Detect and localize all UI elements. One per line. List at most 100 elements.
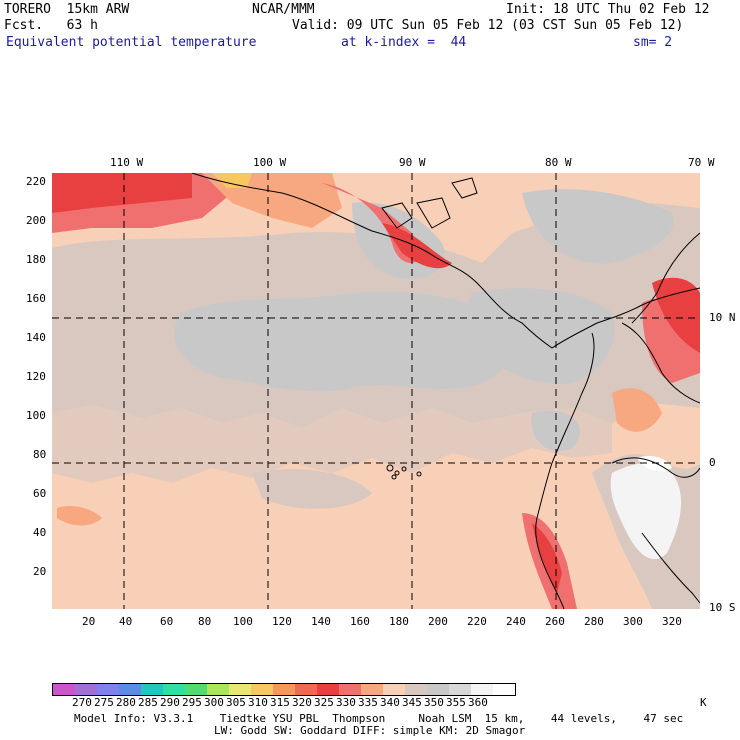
colorbar-swatch	[53, 684, 75, 695]
grid-x-240: 240	[506, 615, 526, 628]
grid-y-20: 20	[33, 565, 47, 578]
colorbar-swatch	[229, 684, 251, 695]
colorbar-label: 350	[424, 696, 444, 709]
colorbar-label: 345	[402, 696, 422, 709]
field-350-patch-sw	[252, 469, 372, 509]
grid-x-20: 20	[82, 615, 96, 628]
grid-x-200: 200	[428, 615, 448, 628]
colorbar-label: 305	[226, 696, 246, 709]
grid-y-80: 80	[33, 448, 47, 461]
colorbar-swatch	[207, 684, 229, 695]
level-label: at k-index = 44	[341, 35, 467, 50]
colorbar-swatch	[251, 684, 273, 695]
grid-y-160: 160	[26, 292, 46, 305]
colorbar-swatch	[493, 684, 515, 695]
grid-x-280: 280	[584, 615, 604, 628]
grid-y-40: 40	[33, 526, 47, 539]
colorbar-swatch	[471, 684, 493, 695]
colorbar-label: 330	[336, 696, 356, 709]
smoothing-label: sm= 2	[633, 35, 673, 50]
field-name: Equivalent potential temperature	[6, 35, 257, 50]
grid-x-100: 100	[233, 615, 253, 628]
colorbar-label: 310	[248, 696, 268, 709]
colorbar-swatch	[185, 684, 207, 695]
colorbar-label: 355	[446, 696, 466, 709]
colorbar-label: 320	[292, 696, 312, 709]
colorbar-swatch	[449, 684, 471, 695]
model-info: Model Info: V3.3.1 Tiedtke YSU PBL Thomp…	[74, 712, 684, 725]
grid-x-260: 260	[545, 615, 565, 628]
physics-info: LW: Godd SW: Goddard DIFF: simple KM: 2D…	[214, 724, 526, 737]
grid-x-40: 40	[119, 615, 133, 628]
galapagos-islands	[386, 464, 422, 480]
colorbar-swatch	[273, 684, 295, 695]
field-330-peru-coast	[532, 523, 562, 593]
grid-y-180: 180	[26, 253, 46, 266]
grid-x-160: 160	[350, 615, 370, 628]
forecast-hour: Fcst. 63 h	[4, 18, 98, 33]
colorbar-label: 280	[116, 696, 136, 709]
colorbar-label: 335	[358, 696, 378, 709]
colorbar-unit: K	[700, 696, 707, 709]
field-355-panama-bight	[466, 288, 615, 384]
colorbar-label: 315	[270, 696, 290, 709]
colorbar-label: 275	[94, 696, 114, 709]
colorbar-swatch	[383, 684, 405, 695]
colorbar-swatch	[405, 684, 427, 695]
grid-x-300: 300	[623, 615, 643, 628]
field-355-central	[174, 291, 511, 392]
theta-e-map	[52, 173, 700, 609]
colorbar-label: 325	[314, 696, 334, 709]
grid-y-200: 200	[26, 214, 46, 227]
grid-y-220: 220	[26, 175, 46, 188]
colorbar-label: 295	[182, 696, 202, 709]
colorbar-swatch	[339, 684, 361, 695]
grid-y-140: 140	[26, 331, 46, 344]
colorbar-swatch	[295, 684, 317, 695]
init-time: Init: 18 UTC Thu 02 Feb 12	[506, 2, 710, 17]
field-330-northwest	[52, 173, 192, 213]
model-title: TORERO 15km ARW	[4, 2, 130, 17]
coastlines	[191, 173, 700, 609]
colorbar-swatch	[141, 684, 163, 695]
colorbar-swatch	[317, 684, 339, 695]
map-field-svg	[52, 173, 700, 609]
org-label: NCAR/MMM	[252, 2, 315, 17]
grid-x-120: 120	[272, 615, 292, 628]
colorbar-swatch	[361, 684, 383, 695]
field-360-andes	[610, 463, 682, 560]
field-340-southwest	[57, 506, 102, 526]
grid-y-120: 120	[26, 370, 46, 383]
grid-y-60: 60	[33, 487, 47, 500]
lat-tick-0: 0	[709, 456, 716, 469]
grid-y-100: 100	[26, 409, 46, 422]
grid-x-60: 60	[160, 615, 174, 628]
grid-x-180: 180	[389, 615, 409, 628]
colorbar	[52, 683, 516, 696]
colorbar-label: 360	[468, 696, 488, 709]
field-355-caribbean	[522, 189, 674, 264]
lat-tick-10s: 10 S	[709, 601, 736, 614]
field-340-colombia-south	[612, 388, 662, 432]
lon-tick-80w: 80 W	[545, 156, 572, 169]
colorbar-swatch	[97, 684, 119, 695]
grid-x-80: 80	[198, 615, 212, 628]
colorbar-swatch	[427, 684, 449, 695]
latlon-grid	[52, 173, 700, 609]
colorbar-label: 300	[204, 696, 224, 709]
lat-tick-10n: 10 N	[709, 311, 736, 324]
valid-time: Valid: 09 UTC Sun 05 Feb 12 (03 CST Sun …	[292, 18, 684, 33]
colorbar-swatch	[75, 684, 97, 695]
colorbar-swatch	[119, 684, 141, 695]
lon-tick-110w: 110 W	[110, 156, 144, 169]
colorbar-label: 285	[138, 696, 158, 709]
colorbar-label: 340	[380, 696, 400, 709]
grid-x-140: 140	[311, 615, 331, 628]
grid-x-320: 320	[662, 615, 682, 628]
colorbar-label: 270	[72, 696, 92, 709]
colorbar-swatch	[163, 684, 185, 695]
field-350-south	[52, 405, 612, 483]
lon-tick-90w: 90 W	[399, 156, 426, 169]
colorbar-label: 290	[160, 696, 180, 709]
lon-tick-70w: 70 W	[688, 156, 715, 169]
